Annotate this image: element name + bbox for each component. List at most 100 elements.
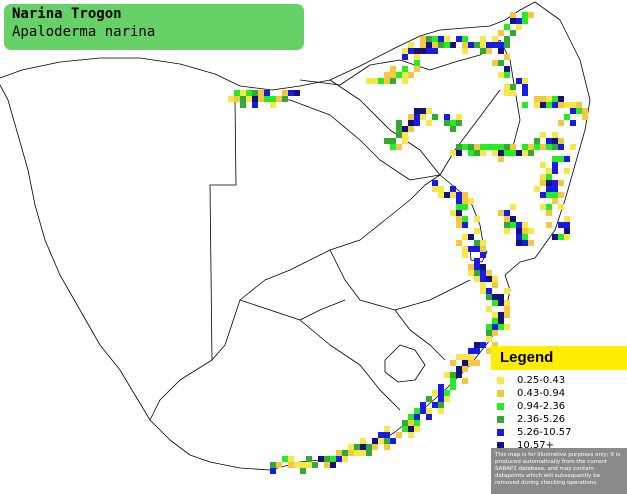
- occurrence-cell: [240, 96, 246, 102]
- occurrence-cell: [456, 216, 462, 222]
- occurrence-cell: [348, 450, 354, 456]
- occurrence-cell: [552, 102, 558, 108]
- occurrence-cell: [408, 114, 414, 120]
- occurrence-cell: [450, 186, 456, 192]
- occurrence-cell: [390, 78, 396, 84]
- occurrence-cell: [564, 102, 570, 108]
- legend-swatch: [497, 429, 504, 436]
- occurrence-cell: [462, 378, 468, 384]
- occurrence-cell: [282, 456, 288, 462]
- occurrence-cell: [348, 444, 354, 450]
- occurrence-cell: [468, 354, 474, 360]
- occurrence-cell: [402, 54, 408, 60]
- occurrence-cell: [474, 342, 480, 348]
- occurrence-cell: [552, 186, 558, 192]
- legend-label: 5.26-10.57: [517, 427, 572, 438]
- legend-item: 0.94-2.36: [494, 400, 627, 413]
- occurrence-cell: [408, 72, 414, 78]
- occurrence-cell: [498, 72, 504, 78]
- occurrence-cell: [468, 246, 474, 252]
- occurrence-cell: [234, 96, 240, 102]
- occurrence-cell: [456, 120, 462, 126]
- occurrence-cell: [504, 288, 510, 294]
- legend-item: 0.43-0.94: [494, 387, 627, 400]
- occurrence-cell: [474, 228, 480, 234]
- occurrence-cell: [432, 186, 438, 192]
- occurrence-cell: [384, 432, 390, 438]
- occurrence-cell: [378, 78, 384, 84]
- occurrence-cell: [498, 42, 504, 48]
- occurrence-cell: [480, 252, 486, 258]
- occurrence-cell: [534, 138, 540, 144]
- occurrence-cell: [528, 144, 534, 150]
- title-box: Narina Trogon Apaloderma narina: [4, 4, 304, 50]
- occurrence-cell: [438, 186, 444, 192]
- occurrence-cell: [546, 192, 552, 198]
- provincial-lines-2: [329, 249, 471, 311]
- legend-swatch: [497, 377, 504, 384]
- occurrence-cell: [546, 180, 552, 186]
- occurrence-cell: [468, 270, 474, 276]
- occurrence-cell: [540, 174, 546, 180]
- occurrence-cell: [576, 108, 582, 114]
- occurrence-cell: [432, 48, 438, 54]
- provincial-lines-3: [149, 359, 213, 421]
- occurrence-cell: [432, 390, 438, 396]
- occurrence-cell: [480, 264, 486, 270]
- occurrence-cell: [474, 348, 480, 354]
- occurrence-cell: [384, 138, 390, 144]
- occurrence-cell: [486, 42, 492, 48]
- occurrence-cell: [546, 144, 552, 150]
- lesotho-border: [384, 344, 426, 383]
- occurrence-cell: [492, 42, 498, 48]
- occurrence-cell: [546, 222, 552, 228]
- occurrence-cell: [558, 222, 564, 228]
- occurrence-cell: [444, 36, 450, 42]
- occurrence-cell: [486, 276, 492, 282]
- occurrence-cell: [480, 246, 486, 252]
- occurrence-cell: [564, 114, 570, 120]
- occurrence-cell: [450, 372, 456, 378]
- occurrence-cell: [414, 120, 420, 126]
- occurrence-cell: [522, 144, 528, 150]
- occurrence-cell: [264, 90, 270, 96]
- occurrence-cell: [246, 90, 252, 96]
- occurrence-cell: [504, 54, 510, 60]
- occurrence-cell: [552, 180, 558, 186]
- occurrence-cell: [510, 150, 516, 156]
- disclaimer-text: This map is for illustrative purposes on…: [491, 448, 627, 494]
- namibia-botswana-border: [209, 99, 237, 361]
- occurrence-cell: [450, 210, 456, 216]
- occurrence-cell: [492, 294, 498, 300]
- occurrence-cell: [456, 114, 462, 120]
- occurrence-cell: [534, 186, 540, 192]
- occurrence-cell: [402, 420, 408, 426]
- occurrence-cell: [486, 306, 492, 312]
- occurrence-cell: [420, 42, 426, 48]
- occurrence-cell: [360, 444, 366, 450]
- species-common-name: Narina Trogon: [12, 6, 122, 22]
- occurrence-cell: [540, 180, 546, 186]
- legend-item: 10.57+: [494, 439, 627, 452]
- occurrence-cell: [456, 354, 462, 360]
- occurrence-cell: [414, 54, 420, 60]
- occurrence-cell: [480, 288, 486, 294]
- occurrence-cell: [558, 192, 564, 198]
- occurrence-cell: [402, 78, 408, 84]
- botswana-zimbabwe-border: [236, 99, 441, 181]
- botswana-sa-border: [211, 174, 441, 361]
- occurrence-cell: [552, 96, 558, 102]
- occurrence-cell: [516, 150, 522, 156]
- occurrence-cell: [516, 222, 522, 228]
- occurrence-cell: [432, 36, 438, 42]
- occurrence-cell: [486, 144, 492, 150]
- occurrence-cell: [564, 168, 570, 174]
- occurrence-cell: [462, 234, 468, 240]
- occurrence-cell: [474, 216, 480, 222]
- occurrence-cell: [546, 204, 552, 210]
- occurrence-cell: [564, 156, 570, 162]
- occurrence-cell: [558, 156, 564, 162]
- occurrence-cell: [240, 102, 246, 108]
- occurrence-cell: [354, 444, 360, 450]
- occurrence-cell: [462, 192, 468, 198]
